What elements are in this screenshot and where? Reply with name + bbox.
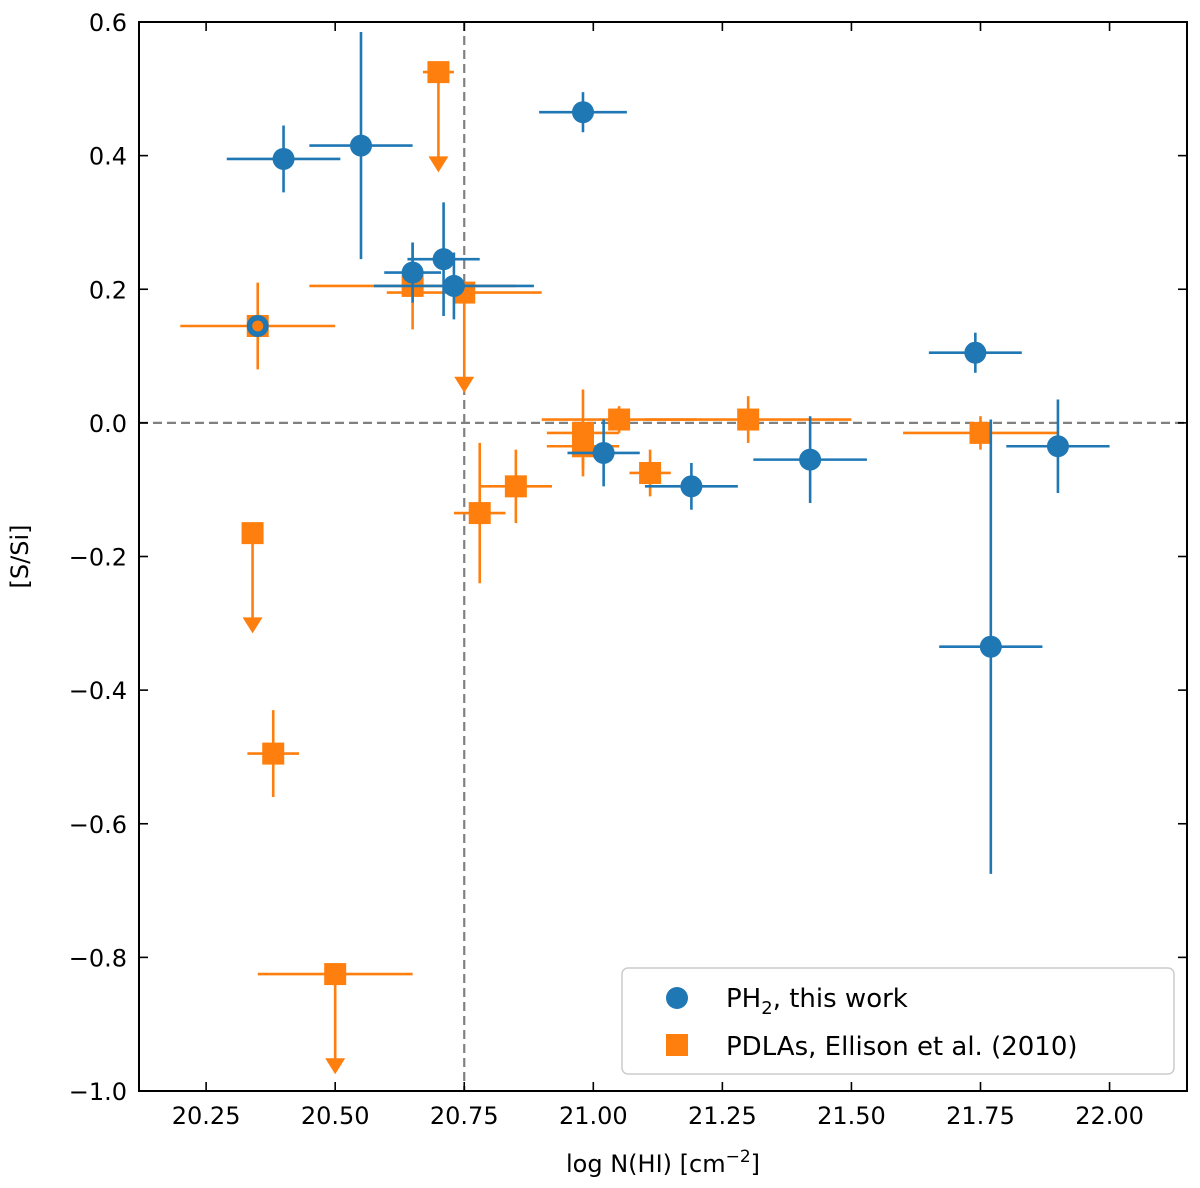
x-axis-title: log N(HI) [cm−2] xyxy=(566,1147,760,1178)
legend-marker-pdla xyxy=(666,1034,688,1056)
upper-limit-arrowhead xyxy=(325,1058,346,1075)
x-tick-label: 22.00 xyxy=(1075,1102,1144,1130)
series-ph2 xyxy=(226,32,1110,874)
x-tick-label: 21.25 xyxy=(688,1102,757,1130)
data-point-square xyxy=(639,461,662,484)
data-point-square xyxy=(468,502,491,525)
overlap-point-inner xyxy=(252,320,264,332)
data-point-circle xyxy=(432,248,455,271)
legend-label-ph2-main: PH xyxy=(726,984,761,1014)
data-point-circle xyxy=(401,261,424,284)
data-point-circle xyxy=(592,441,615,464)
data-point-square xyxy=(608,408,631,431)
legend-label-ph2-rest: , this work xyxy=(773,984,908,1014)
y-tick-label: 0.2 xyxy=(89,276,127,304)
data-point-circle xyxy=(964,341,987,364)
data-point-circle xyxy=(272,147,295,170)
data-point-circle xyxy=(1046,435,1069,458)
data-point-circle xyxy=(349,134,372,157)
x-tick-label: 20.50 xyxy=(301,1102,370,1130)
y-tick-label: 0.0 xyxy=(89,410,127,438)
data-point-circle xyxy=(680,475,703,498)
y-tick-label: −1.0 xyxy=(69,1078,127,1106)
upper-limit-arrowhead xyxy=(242,617,263,634)
data-point-circle xyxy=(799,448,822,471)
data-series xyxy=(180,32,1110,1075)
upper-limit-arrowhead xyxy=(428,156,449,173)
data-point-circle xyxy=(979,635,1002,658)
x-axis-title-superscript: −2 xyxy=(726,1147,751,1167)
data-point-square xyxy=(241,522,264,545)
data-point-square xyxy=(262,742,285,765)
data-point-square xyxy=(427,61,450,84)
data-point-square xyxy=(324,963,347,986)
data-point-square xyxy=(504,475,527,498)
x-tick-label: 20.25 xyxy=(172,1102,241,1130)
legend-label-ph2-sub: 2 xyxy=(761,998,772,1019)
data-point-circle xyxy=(571,101,594,124)
reference-lines xyxy=(139,22,1187,1091)
legend-box xyxy=(621,967,1175,1075)
y-axis-title: [S/Si] xyxy=(6,525,34,589)
y-tick-label: −0.6 xyxy=(69,811,127,839)
x-axis-title-main: log N(HI) [cm xyxy=(566,1150,726,1178)
x-tick-label: 20.75 xyxy=(430,1102,499,1130)
data-point-square xyxy=(969,421,992,444)
axis-ticks: 20.25 20.50 20.75 21.00 21.25 21.50 21.75 22.00… xyxy=(69,9,1187,1130)
data-point-circle xyxy=(442,274,465,297)
x-tick-label: 21.00 xyxy=(559,1102,628,1130)
y-tick-label: −0.2 xyxy=(69,544,127,572)
legend: PH2, this work PDLAs, Ellison et al. (20… xyxy=(621,967,1175,1075)
legend-label-pdla: PDLAs, Ellison et al. (2010) xyxy=(726,1032,1078,1062)
x-axis-title-close: ] xyxy=(751,1150,760,1178)
data-point-square xyxy=(737,408,760,431)
legend-marker-ph2 xyxy=(666,987,688,1009)
y-tick-label: −0.8 xyxy=(69,944,127,972)
legend-label-ph2: PH2, this work xyxy=(726,984,908,1019)
upper-limit-arrowhead xyxy=(454,376,475,393)
y-tick-label: −0.4 xyxy=(69,677,127,705)
x-tick-label: 21.75 xyxy=(946,1102,1015,1130)
y-tick-label: 0.4 xyxy=(89,143,127,171)
y-tick-label: 0.6 xyxy=(89,9,127,37)
x-tick-label: 21.50 xyxy=(817,1102,886,1130)
